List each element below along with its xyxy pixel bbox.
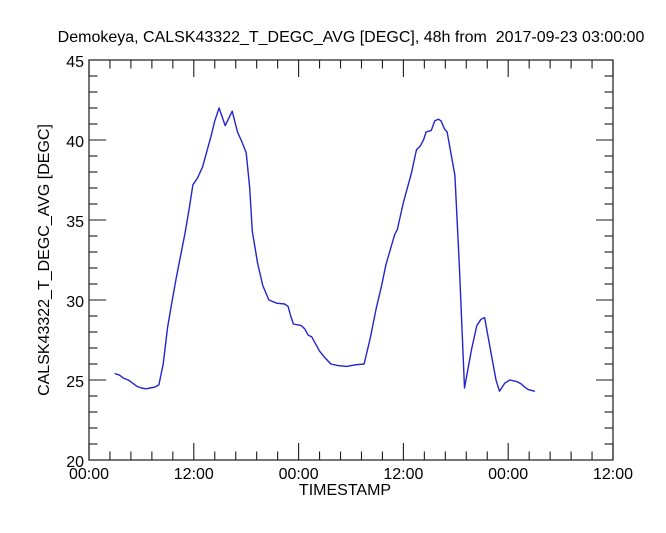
y-tick-label: 35 xyxy=(66,214,84,231)
plot-frame xyxy=(88,59,614,461)
temperature-line xyxy=(114,107,536,392)
y-tick-label: 40 xyxy=(66,134,84,151)
x-axis-title: TIMESTAMP xyxy=(298,482,392,499)
y-tick-label: 25 xyxy=(66,374,84,391)
y-tick-label: 45 xyxy=(66,54,84,71)
chart-title: Demokeya, CALSK43322_T_DEGC_AVG [DEGC], … xyxy=(57,29,645,46)
x-tick-label: 12:00 xyxy=(592,466,634,483)
x-tick-label: 12:00 xyxy=(173,466,214,483)
x-tick-label: 12:00 xyxy=(383,466,424,483)
x-tick-label: 00:00 xyxy=(278,466,319,483)
y-tick-label: 20 xyxy=(66,454,84,471)
x-tick-label: 00:00 xyxy=(488,466,529,483)
y-tick-label: 30 xyxy=(66,294,84,311)
x-tick-label: 00:00 xyxy=(68,466,110,483)
